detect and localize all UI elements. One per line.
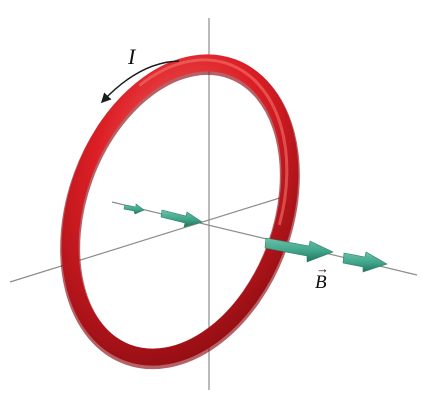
field-vector-arrow: → xyxy=(316,261,329,276)
horizontal-axis xyxy=(9,195,287,283)
field-arrow-1 xyxy=(123,203,145,215)
current-label: I xyxy=(127,44,137,69)
field-arrow-4 xyxy=(342,251,388,273)
current-loop xyxy=(60,54,300,370)
loop-highlight xyxy=(65,58,289,356)
field-label-text: B xyxy=(315,272,327,293)
field-arrows-outer xyxy=(264,237,388,273)
field-label: → B xyxy=(315,261,329,293)
curved-arrow-icon xyxy=(100,60,180,104)
field-arrows-inner xyxy=(123,203,203,228)
field-arrow-2 xyxy=(160,209,203,228)
field-arrow-3 xyxy=(264,237,334,263)
